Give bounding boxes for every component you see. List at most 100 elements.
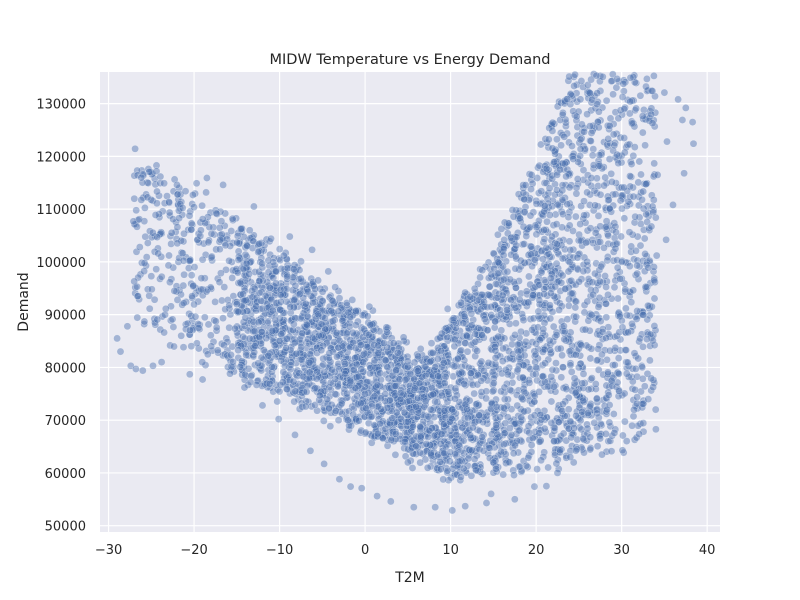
data-point xyxy=(614,369,623,378)
data-point xyxy=(559,210,567,219)
data-point xyxy=(219,181,227,189)
data-point xyxy=(620,134,629,142)
data-point xyxy=(623,358,632,367)
data-point xyxy=(477,357,486,366)
data-point xyxy=(440,406,449,415)
data-point xyxy=(180,270,188,279)
data-point xyxy=(140,317,149,326)
data-point xyxy=(416,423,425,432)
data-point xyxy=(627,373,636,381)
data-point xyxy=(254,359,263,368)
x-tick-label: 10 xyxy=(442,543,459,558)
data-point xyxy=(412,402,420,411)
data-point xyxy=(546,274,555,283)
data-point xyxy=(403,357,412,366)
data-point xyxy=(563,315,572,324)
data-point xyxy=(138,366,147,375)
x-tick-label: 0 xyxy=(361,543,369,558)
data-point xyxy=(551,282,560,291)
data-point xyxy=(620,148,629,157)
data-point xyxy=(157,358,166,366)
data-point xyxy=(499,251,508,260)
data-point xyxy=(413,367,422,375)
data-point xyxy=(202,188,210,197)
data-point xyxy=(500,236,509,244)
data-point xyxy=(457,368,466,377)
data-point xyxy=(565,301,573,310)
data-point xyxy=(173,239,182,248)
data-point xyxy=(173,190,182,199)
data-point xyxy=(630,349,639,358)
data-point xyxy=(614,159,623,168)
data-point xyxy=(593,394,601,403)
data-point xyxy=(577,341,586,350)
data-point xyxy=(532,199,541,208)
data-point xyxy=(517,393,526,402)
data-point xyxy=(535,280,544,289)
data-point xyxy=(381,425,390,433)
data-point xyxy=(464,413,472,422)
data-point xyxy=(563,95,572,103)
data-point xyxy=(565,183,574,192)
data-point xyxy=(542,164,551,173)
data-point xyxy=(650,322,659,330)
data-point xyxy=(166,278,174,287)
data-point xyxy=(404,458,412,467)
data-point xyxy=(532,339,541,348)
data-point xyxy=(550,158,558,166)
data-point xyxy=(678,116,687,124)
data-point xyxy=(190,263,199,271)
data-point xyxy=(537,415,546,424)
data-point xyxy=(586,401,595,410)
data-point xyxy=(535,387,543,396)
data-point xyxy=(557,373,566,382)
data-point xyxy=(552,220,561,228)
data-point xyxy=(619,431,627,440)
data-point xyxy=(535,429,544,437)
data-point xyxy=(439,475,448,484)
data-point xyxy=(519,316,528,325)
data-point xyxy=(622,369,631,378)
data-point xyxy=(627,298,636,307)
data-point xyxy=(252,302,261,311)
data-point xyxy=(647,222,656,231)
data-point xyxy=(198,215,207,223)
data-point xyxy=(258,401,267,410)
data-point xyxy=(499,470,508,479)
data-point xyxy=(530,411,539,420)
data-point xyxy=(579,370,588,378)
data-point xyxy=(611,244,620,253)
data-point xyxy=(165,208,174,217)
data-point xyxy=(257,327,266,336)
data-point xyxy=(510,495,519,504)
data-point xyxy=(587,311,596,319)
data-point xyxy=(638,112,647,120)
data-point xyxy=(197,285,205,294)
data-point xyxy=(562,172,570,181)
data-point xyxy=(518,373,527,382)
data-point xyxy=(272,279,280,288)
data-point xyxy=(608,178,616,186)
data-point xyxy=(341,359,349,368)
data-point xyxy=(478,433,486,441)
data-point xyxy=(552,459,561,468)
data-point xyxy=(190,300,198,309)
data-point xyxy=(392,366,401,374)
data-point xyxy=(433,335,442,343)
data-point xyxy=(216,235,225,244)
data-point xyxy=(595,107,603,116)
data-point xyxy=(638,195,646,204)
data-point xyxy=(289,377,298,386)
data-point xyxy=(519,189,528,197)
data-point xyxy=(484,359,493,367)
data-point xyxy=(421,397,430,406)
data-point xyxy=(244,364,253,373)
data-point xyxy=(586,433,595,442)
data-point xyxy=(337,399,346,408)
data-point xyxy=(586,445,595,454)
data-point xyxy=(627,160,636,168)
data-point xyxy=(178,249,187,258)
data-point xyxy=(641,282,650,291)
data-point xyxy=(203,350,212,359)
data-point xyxy=(416,458,425,467)
